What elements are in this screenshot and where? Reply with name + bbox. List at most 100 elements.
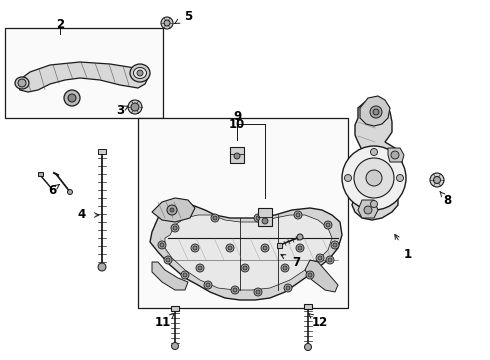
Ellipse shape <box>130 64 150 82</box>
Circle shape <box>256 216 260 220</box>
Text: 7: 7 <box>281 255 300 270</box>
Bar <box>171 306 179 311</box>
Circle shape <box>370 106 382 118</box>
Circle shape <box>204 281 212 289</box>
Circle shape <box>324 221 332 229</box>
Circle shape <box>326 223 330 227</box>
Ellipse shape <box>15 77 29 89</box>
Text: 11: 11 <box>155 314 174 329</box>
Text: 8: 8 <box>440 192 451 207</box>
Circle shape <box>18 79 26 87</box>
Circle shape <box>326 256 334 264</box>
Text: 5: 5 <box>175 9 192 23</box>
Bar <box>258 208 272 226</box>
Circle shape <box>233 288 237 292</box>
Text: 12: 12 <box>309 314 328 329</box>
Text: 1: 1 <box>395 234 412 261</box>
Circle shape <box>263 246 267 250</box>
Circle shape <box>298 246 302 250</box>
Polygon shape <box>152 198 195 222</box>
Circle shape <box>193 246 197 250</box>
Circle shape <box>333 243 337 247</box>
Circle shape <box>166 258 170 262</box>
Circle shape <box>254 214 262 222</box>
Circle shape <box>241 264 249 272</box>
Circle shape <box>430 173 444 187</box>
Circle shape <box>344 175 351 181</box>
Circle shape <box>328 258 332 262</box>
Polygon shape <box>388 148 404 162</box>
Circle shape <box>296 244 304 252</box>
Bar <box>38 172 43 176</box>
Polygon shape <box>150 205 342 300</box>
Text: 4: 4 <box>78 208 99 221</box>
Circle shape <box>256 290 260 294</box>
Circle shape <box>228 246 232 250</box>
Polygon shape <box>360 96 390 126</box>
Polygon shape <box>18 62 148 92</box>
Polygon shape <box>305 260 338 292</box>
Polygon shape <box>348 100 402 220</box>
Bar <box>98 149 106 154</box>
Circle shape <box>68 94 76 102</box>
Circle shape <box>206 283 210 287</box>
Circle shape <box>304 343 312 351</box>
Circle shape <box>172 342 178 350</box>
Circle shape <box>296 213 300 217</box>
Bar <box>5 28 163 118</box>
Circle shape <box>364 206 372 214</box>
Circle shape <box>164 256 172 264</box>
Circle shape <box>161 17 173 29</box>
Circle shape <box>131 103 139 111</box>
Circle shape <box>370 148 377 156</box>
Circle shape <box>198 266 202 270</box>
Polygon shape <box>152 262 188 290</box>
Circle shape <box>284 284 292 292</box>
Circle shape <box>306 271 314 279</box>
Circle shape <box>231 286 239 294</box>
Circle shape <box>183 273 187 277</box>
Circle shape <box>158 241 166 249</box>
Circle shape <box>234 153 240 159</box>
Bar <box>138 118 348 308</box>
Circle shape <box>171 224 179 232</box>
Circle shape <box>391 151 399 159</box>
Circle shape <box>262 218 268 224</box>
Bar <box>230 147 244 163</box>
Ellipse shape <box>133 68 147 78</box>
Circle shape <box>68 189 73 194</box>
Circle shape <box>64 90 80 106</box>
Text: 9: 9 <box>233 109 241 122</box>
Circle shape <box>297 234 303 240</box>
Circle shape <box>128 100 142 114</box>
Circle shape <box>261 244 269 252</box>
Bar <box>277 243 282 248</box>
Circle shape <box>370 201 377 207</box>
Circle shape <box>434 176 441 184</box>
Text: 2: 2 <box>56 18 64 31</box>
Bar <box>304 304 312 309</box>
Circle shape <box>211 214 219 222</box>
Circle shape <box>342 146 406 210</box>
Text: 3: 3 <box>116 104 128 117</box>
Circle shape <box>318 256 322 260</box>
Circle shape <box>281 264 289 272</box>
Circle shape <box>366 170 382 186</box>
Circle shape <box>196 264 204 272</box>
Circle shape <box>164 20 170 26</box>
Circle shape <box>396 175 403 181</box>
Circle shape <box>243 266 247 270</box>
Circle shape <box>294 211 302 219</box>
Circle shape <box>191 244 199 252</box>
Circle shape <box>213 216 217 220</box>
Circle shape <box>226 244 234 252</box>
Circle shape <box>160 243 164 247</box>
Circle shape <box>283 266 287 270</box>
Circle shape <box>354 158 394 198</box>
Circle shape <box>137 70 143 76</box>
Polygon shape <box>358 200 378 218</box>
Text: 6: 6 <box>48 184 59 197</box>
Circle shape <box>254 288 262 296</box>
Circle shape <box>331 241 339 249</box>
Polygon shape <box>165 215 332 290</box>
